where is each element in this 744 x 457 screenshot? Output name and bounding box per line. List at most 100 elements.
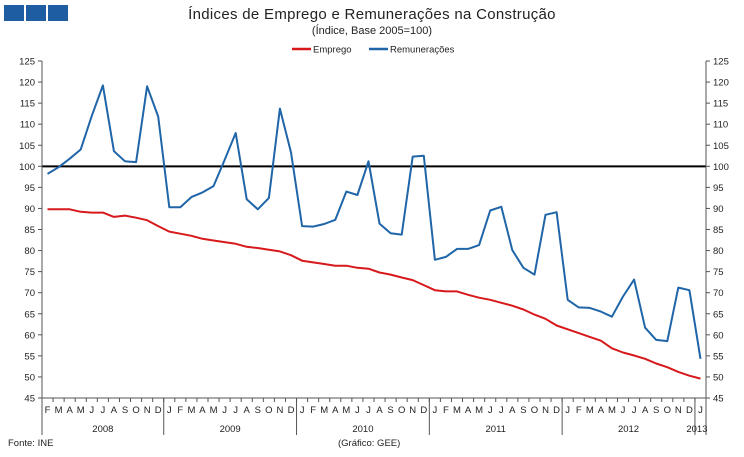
y-tick-label-right: 55 (713, 351, 724, 362)
y-tick-label-right: 85 (713, 225, 724, 236)
month-label: D (420, 405, 427, 416)
month-label: F (576, 405, 582, 416)
month-label: M (586, 405, 594, 416)
month-label: S (520, 405, 526, 416)
y-tick-label-right: 100 (713, 162, 729, 173)
month-label: D (553, 405, 560, 416)
y-tick-label-left: 100 (19, 162, 35, 173)
y-tick-label-right: 120 (713, 78, 729, 89)
y-tick-label-left: 115 (20, 99, 35, 110)
month-label: A (332, 405, 339, 416)
month-label: F (443, 405, 449, 416)
month-label: A (642, 405, 649, 416)
legend: Emprego Remunerações (292, 45, 455, 56)
month-label: M (320, 405, 328, 416)
month-label: M (342, 405, 350, 416)
month-label: J (499, 405, 504, 416)
month-label: A (111, 405, 118, 416)
month-label: A (509, 405, 516, 416)
month-label: S (387, 405, 393, 416)
year-label: 2010 (352, 424, 373, 435)
month-label: A (244, 405, 251, 416)
legend-label-remunerações: Remunerações (390, 45, 455, 56)
month-label: D (686, 405, 693, 416)
y-tick-label-right: 70 (713, 288, 724, 299)
month-label: J (488, 405, 493, 416)
logo-square (48, 5, 68, 21)
chart-title: Índices de Emprego e Remunerações na Con… (188, 6, 556, 23)
y-tick-label-right: 65 (713, 309, 724, 320)
month-label: J (621, 405, 626, 416)
month-label: A (376, 405, 383, 416)
y-tick-label-left: 80 (24, 246, 35, 257)
y-tick-label-right: 50 (713, 372, 724, 383)
series-line-remunerações (46, 84, 702, 359)
year-label: 2011 (486, 424, 506, 435)
y-tick-label-left: 110 (20, 120, 35, 131)
month-label: J (355, 405, 360, 416)
y-tick-label-left: 70 (24, 288, 35, 299)
month-label: N (144, 405, 151, 416)
month-label: M (77, 405, 85, 416)
month-label: F (45, 405, 51, 416)
y-tick-label-left: 55 (24, 351, 35, 362)
month-label: J (565, 405, 570, 416)
month-label: M (55, 405, 63, 416)
month-label: D (155, 405, 162, 416)
month-label: N (675, 405, 682, 416)
series-layer (46, 84, 702, 380)
y-tick-label-left: 75 (24, 267, 35, 278)
month-label: N (542, 405, 549, 416)
y-tick-label-right: 75 (713, 267, 724, 278)
y-tick-label-right: 90 (713, 204, 724, 215)
logo-square (4, 5, 24, 21)
month-label: M (210, 405, 218, 416)
month-label: J (366, 405, 371, 416)
y-tick-label-right: 110 (713, 120, 728, 131)
month-label: A (199, 405, 206, 416)
month-label: S (122, 405, 128, 416)
month-label: J (432, 405, 437, 416)
y-tick-label-right: 80 (713, 246, 724, 257)
y-tick-label-left: 120 (19, 78, 35, 89)
y-tick-label-left: 65 (24, 309, 35, 320)
month-label: A (465, 405, 472, 416)
month-label: J (100, 405, 105, 416)
month-label: J (300, 405, 305, 416)
month-label: S (653, 405, 659, 416)
month-label: S (255, 405, 261, 416)
y-tick-label-right: 95 (713, 183, 724, 194)
month-label: F (177, 405, 183, 416)
month-label: J (222, 405, 227, 416)
source-note: Fonte: INE (8, 438, 54, 449)
year-label: 2013 (686, 424, 707, 435)
y-tick-label-left: 60 (24, 330, 35, 341)
month-label: M (187, 405, 195, 416)
chart-subtitle: (Índice, Base 2005=100) (311, 25, 433, 37)
month-label: J (632, 405, 637, 416)
month-label: O (265, 405, 272, 416)
year-label: 2009 (220, 424, 241, 435)
series-line-emprego (47, 208, 701, 380)
chart-credit: (Gráfico: GEE) (338, 438, 401, 449)
month-label: A (598, 405, 605, 416)
month-label: N (276, 405, 283, 416)
y-tick-label-right: 45 (713, 394, 724, 405)
month-label: O (398, 405, 405, 416)
logo-square (26, 5, 46, 21)
y-tick-label-left: 95 (24, 183, 35, 194)
legend-label-emprego: Emprego (313, 45, 352, 56)
y-tick-label-left: 105 (19, 141, 35, 152)
year-label: 2012 (618, 424, 639, 435)
y-tick-label-right: 105 (713, 141, 729, 152)
month-label: O (664, 405, 671, 416)
y-tick-label-right: 115 (713, 99, 728, 110)
month-label: J (89, 405, 94, 416)
month-label: O (531, 405, 538, 416)
month-label: O (132, 405, 139, 416)
month-label: M (453, 405, 461, 416)
month-label: J (698, 405, 703, 416)
month-label: D (288, 405, 295, 416)
